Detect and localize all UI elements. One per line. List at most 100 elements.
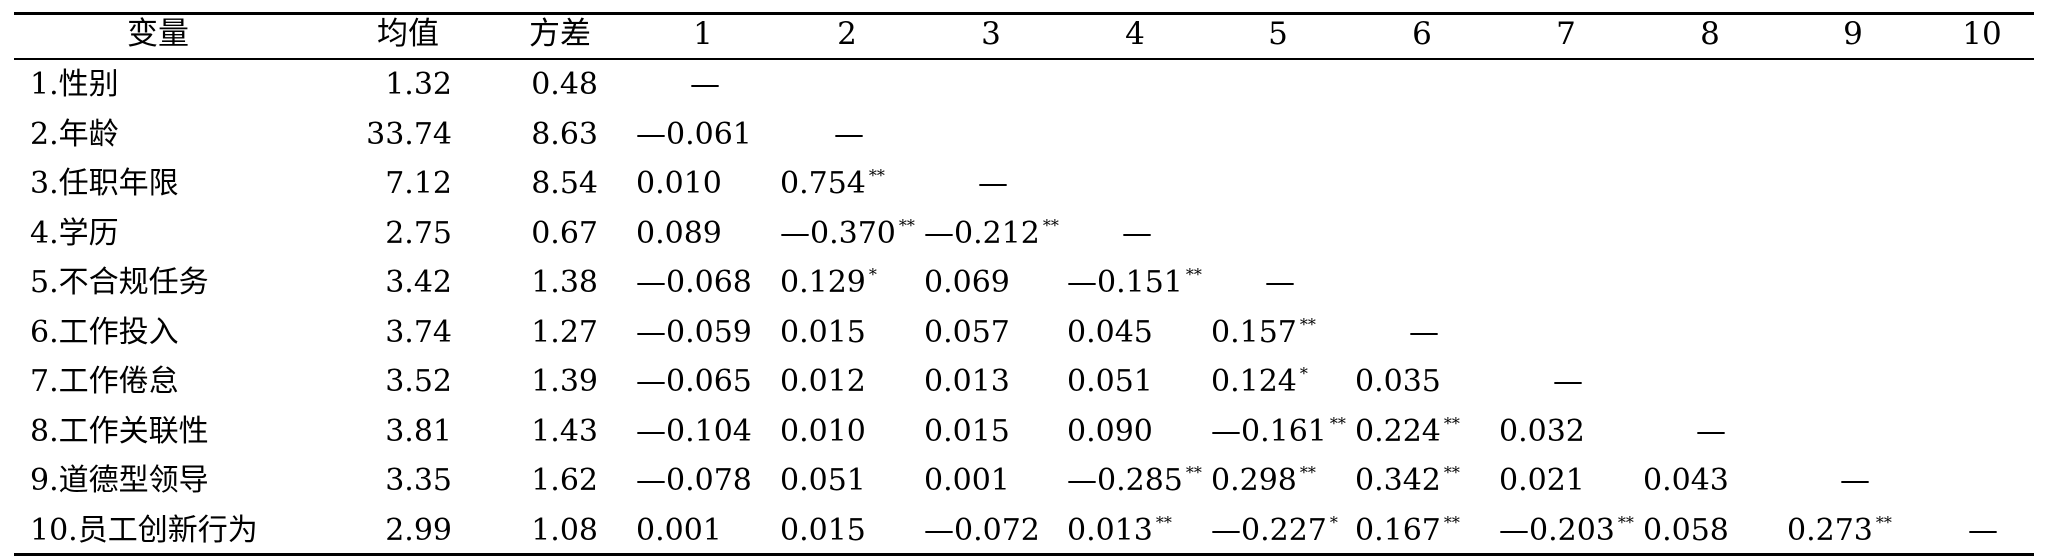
correlation-number: —0.370 — [780, 215, 896, 251]
mean-value: 3.81 — [385, 413, 452, 449]
column-header: 方差 — [529, 16, 591, 52]
significance-marker: ** — [1185, 265, 1202, 284]
correlation-number: —0.212 — [924, 215, 1040, 251]
variance-value: 1.39 — [531, 364, 598, 399]
correlation-value: —0.078 — [636, 456, 752, 506]
diagonal-dash: — — [1968, 506, 1998, 556]
correlation-number: 0.032 — [1499, 413, 1585, 449]
correlation-value: —0.068 — [636, 258, 752, 308]
variable-name: 9.道德型领导 — [30, 463, 209, 498]
table-bottom-rule — [14, 553, 2034, 556]
column-header: 5 — [1268, 16, 1288, 52]
significance-marker: ** — [1443, 463, 1460, 482]
correlation-value: —0.059 — [636, 308, 752, 358]
variable-name: 4.学历 — [30, 215, 119, 251]
correlation-value: —0.203 ** — [1499, 506, 1634, 556]
significance-marker: ** — [1155, 512, 1172, 532]
significance-marker: ** — [1443, 512, 1460, 532]
correlation-value: 0.754 ** — [780, 159, 885, 209]
variance-value: 1.43 — [531, 413, 598, 449]
correlation-number: — — [834, 116, 864, 152]
correlation-number: 0.012 — [780, 364, 866, 399]
diagonal-dash: — — [1696, 407, 1726, 457]
variable-name: 6.工作投入 — [30, 314, 179, 350]
column-header: 10 — [1962, 16, 2002, 52]
column-header: 均值 — [377, 16, 439, 52]
variable-name: 8.工作关联性 — [30, 413, 209, 449]
correlation-number: —0.068 — [636, 265, 752, 300]
variance-value: 1.38 — [531, 265, 598, 300]
correlation-value: 0.069 — [924, 258, 1010, 308]
variance-value: 0.48 — [531, 67, 598, 102]
diagonal-dash: — — [1553, 357, 1583, 407]
correlation-number: 0.129 — [780, 265, 866, 300]
correlation-value: 0.043 — [1643, 456, 1729, 506]
correlation-number: —0.072 — [924, 512, 1040, 548]
correlation-number: 0.001 — [636, 512, 722, 548]
variable-name: 10.员工创新行为 — [30, 512, 258, 548]
correlation-number: 0.045 — [1067, 314, 1153, 350]
correlation-value: 0.021 — [1499, 456, 1585, 506]
correlation-number: 0.089 — [636, 215, 722, 251]
diagonal-dash: — — [1265, 258, 1295, 308]
column-header: 1 — [693, 16, 713, 52]
correlation-number: 0.273 — [1787, 512, 1873, 548]
correlation-value: —0.065 — [636, 357, 752, 407]
mean-value: 3.52 — [385, 364, 452, 399]
correlation-number: — — [1968, 512, 1998, 548]
correlation-number: —0.203 — [1499, 512, 1615, 548]
correlation-number: 0.057 — [924, 314, 1010, 350]
correlation-number: 0.342 — [1355, 463, 1441, 498]
variance-value: 1.08 — [531, 512, 598, 548]
correlation-value: 0.298 ** — [1211, 456, 1316, 506]
correlation-number: 0.013 — [1067, 512, 1153, 548]
diagonal-dash: — — [690, 60, 720, 110]
mean-value: 7.12 — [385, 166, 452, 201]
correlation-value: —0.151 ** — [1067, 258, 1202, 308]
significance-marker: ** — [1299, 314, 1316, 334]
variable-name: 1.性别 — [30, 67, 119, 102]
column-header: 9 — [1843, 16, 1863, 52]
variable-name: 2.年龄 — [30, 116, 119, 152]
diagonal-dash: — — [1122, 209, 1152, 259]
column-header: 8 — [1700, 16, 1720, 52]
correlation-value: 0.124 * — [1211, 357, 1308, 407]
variable-name: 3.任职年限 — [30, 166, 179, 201]
correlation-number: — — [1553, 364, 1583, 399]
mean-value: 2.99 — [385, 512, 452, 548]
mean-value: 33.74 — [366, 116, 452, 152]
significance-marker: ** — [1185, 463, 1202, 482]
correlation-value: —0.370 ** — [780, 209, 915, 259]
variable-name: 5.不合规任务 — [30, 265, 209, 300]
correlation-value: —0.072 — [924, 506, 1040, 556]
correlation-number: 0.043 — [1643, 463, 1729, 498]
column-header: 3 — [981, 16, 1001, 52]
mean-value: 3.35 — [385, 463, 452, 498]
correlation-value: 0.089 — [636, 209, 722, 259]
correlation-value: 0.015 — [924, 407, 1010, 457]
correlation-value: 0.090 — [1067, 407, 1153, 457]
table-header-rule — [14, 58, 2034, 60]
variance-value: 8.54 — [531, 166, 598, 201]
variance-value: 1.27 — [531, 314, 598, 350]
significance-marker: ** — [1443, 413, 1460, 433]
correlation-value: 0.013 — [924, 357, 1010, 407]
variance-value: 1.62 — [531, 463, 598, 498]
mean-value: 3.74 — [385, 314, 452, 350]
correlation-value: 0.273 ** — [1787, 506, 1892, 556]
correlation-value: 0.035 — [1355, 357, 1441, 407]
correlation-number: 0.167 — [1355, 512, 1441, 548]
correlation-value: —0.212 ** — [924, 209, 1059, 259]
significance-marker: ** — [898, 215, 915, 235]
significance-marker: ** — [1617, 512, 1634, 532]
correlation-value: 0.032 — [1499, 407, 1585, 457]
column-header: 2 — [837, 16, 857, 52]
column-header: 4 — [1125, 16, 1145, 52]
correlation-value: 0.015 — [780, 308, 866, 358]
diagonal-dash: — — [978, 159, 1008, 209]
significance-marker: * — [1299, 364, 1308, 383]
correlation-value: 0.010 — [780, 407, 866, 457]
correlation-number: —0.078 — [636, 463, 752, 498]
correlation-value: 0.012 — [780, 357, 866, 407]
correlation-number: 0.015 — [780, 512, 866, 548]
